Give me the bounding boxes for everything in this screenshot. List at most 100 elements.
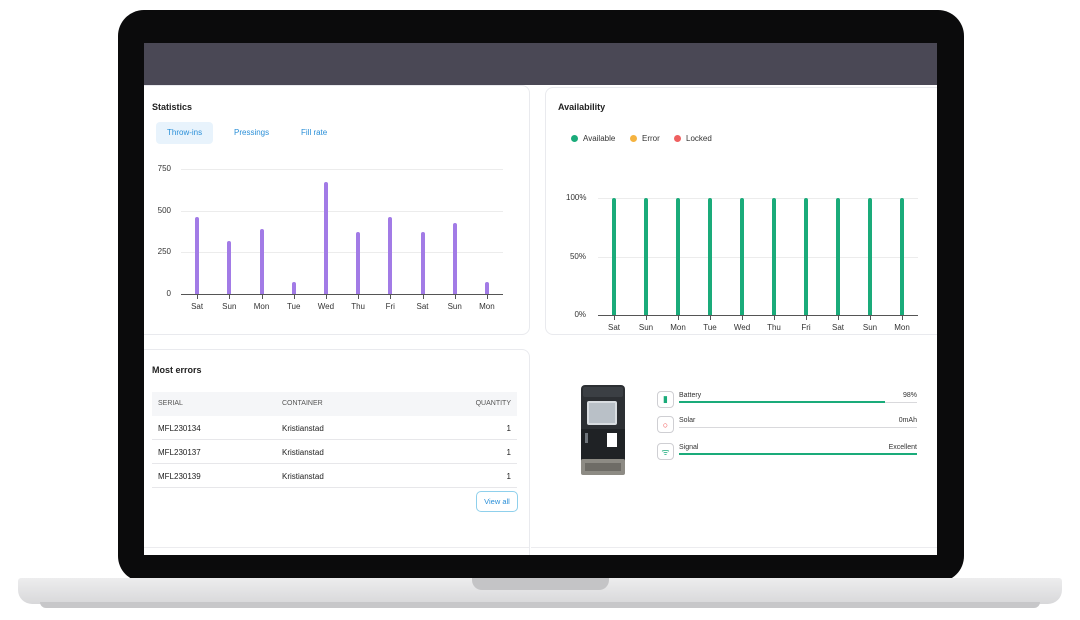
- table-row[interactable]: MFL230134 Kristianstad 1: [152, 416, 517, 440]
- x-tick-label: Tue: [286, 302, 301, 311]
- laptop-base-shadow: [40, 602, 1040, 608]
- cell-container: Kristianstad: [282, 472, 324, 481]
- view-all-button[interactable]: View all: [476, 491, 518, 512]
- cell-quantity: 1: [506, 448, 511, 457]
- top-bar: [144, 43, 937, 85]
- legend-locked: Locked: [674, 134, 712, 143]
- statistics-title: Statistics: [152, 102, 193, 112]
- x-tick-mark: [358, 295, 360, 299]
- bottom-divider-left: [144, 547, 529, 555]
- x-tick-mark: [838, 316, 839, 320]
- tab-throw-ins[interactable]: Throw-ins: [156, 122, 214, 144]
- legend-error: Error: [630, 134, 660, 143]
- column-quantity: QUANTITY: [475, 400, 511, 407]
- bar: [612, 198, 616, 315]
- x-tick-label: Sat: [831, 323, 844, 332]
- x-tick-label: Wed: [733, 323, 751, 332]
- x-tick-label: Sun: [638, 323, 654, 332]
- signal-fill: [679, 453, 917, 455]
- solar-track: [679, 427, 917, 428]
- x-tick-label: Mon: [253, 302, 270, 311]
- x-tick-mark: [774, 316, 775, 320]
- bar: [227, 240, 232, 294]
- legend-label-error: Error: [642, 134, 660, 143]
- x-tick-mark: [261, 295, 263, 299]
- legend-available: Available: [571, 134, 615, 143]
- x-tick-mark: [293, 295, 295, 299]
- cell-serial: MFL230137: [158, 448, 201, 457]
- x-tick-label: Mon: [894, 323, 910, 332]
- availability-title: Availability: [558, 102, 606, 112]
- bar: [259, 229, 264, 294]
- statistics-card: Statistics Throw-ins Pressings Fill rate…: [144, 85, 530, 335]
- x-tick-mark: [646, 316, 647, 320]
- cell-quantity: 1: [506, 472, 511, 481]
- x-tick-label: Thu: [351, 302, 365, 311]
- legend-dot-error: [630, 135, 637, 142]
- tab-fill-rate[interactable]: Fill rate: [301, 128, 328, 137]
- solar-value: 0mAh: [898, 417, 917, 424]
- bar: [323, 182, 328, 294]
- cell-serial: MFL230139: [158, 472, 201, 481]
- bar: [804, 198, 808, 315]
- column-container: CONTAINER: [282, 400, 323, 407]
- battery-fill: [679, 401, 885, 403]
- table-row[interactable]: MFL230137 Kristianstad 1: [152, 440, 517, 464]
- x-tick-mark: [454, 295, 456, 299]
- battery-value: 98%: [902, 392, 917, 399]
- laptop-notch: [472, 578, 609, 590]
- legend-dot-locked: [674, 135, 681, 142]
- table-row[interactable]: MFL230139 Kristianstad 1: [152, 464, 517, 488]
- cell-container: Kristianstad: [282, 424, 324, 433]
- x-tick-mark: [486, 295, 488, 299]
- y-tick-label: 0: [166, 289, 171, 298]
- battery-status: ▮ Battery 98%: [657, 391, 917, 409]
- x-tick-mark: [870, 316, 871, 320]
- gridline: [181, 169, 503, 170]
- y-tick-label: 100%: [566, 193, 587, 202]
- bar: [420, 231, 425, 294]
- x-tick-mark: [710, 316, 711, 320]
- x-tick-label: Mon: [670, 323, 686, 332]
- solar-status: ○ Solar 0mAh: [657, 416, 917, 434]
- bar: [836, 198, 840, 315]
- x-tick-mark: [325, 295, 327, 299]
- signal-value: Excellent: [888, 444, 917, 451]
- bar: [291, 282, 296, 294]
- solar-label: Solar: [679, 417, 696, 424]
- column-serial: SERIAL: [158, 400, 183, 407]
- bar: [484, 282, 489, 294]
- bar: [708, 198, 712, 315]
- gridline: [181, 210, 503, 212]
- signal-status: ᯤ Signal Excellent: [657, 443, 917, 461]
- x-tick-mark: [678, 316, 679, 320]
- x-tick-label: Mon: [479, 302, 495, 311]
- x-axis: [598, 315, 918, 316]
- x-tick-mark: [614, 316, 615, 320]
- tab-pressings[interactable]: Pressings: [234, 128, 270, 137]
- gridline: [598, 198, 918, 199]
- x-tick-label: Tue: [703, 323, 717, 332]
- x-tick-mark: [902, 316, 903, 320]
- y-tick-label: 250: [157, 247, 171, 257]
- legend-label-available: Available: [583, 134, 616, 143]
- most-errors-card: Most errors SERIAL CONTAINER QUANTITY MF…: [144, 349, 530, 555]
- bar: [868, 198, 872, 315]
- cell-serial: MFL230134: [158, 424, 201, 433]
- x-tick-mark: [742, 316, 743, 320]
- battery-label: Battery: [679, 392, 702, 399]
- cell-container: Kristianstad: [282, 448, 324, 457]
- bar: [452, 223, 457, 294]
- bar: [740, 198, 744, 315]
- battery-track: [679, 401, 917, 403]
- compactor-device-image: [581, 385, 625, 475]
- bar: [388, 217, 393, 294]
- bar: [195, 217, 200, 294]
- bar: [772, 198, 776, 315]
- x-tick-mark: [229, 295, 231, 299]
- bottom-divider-right: [531, 547, 937, 555]
- x-tick-label: Sat: [607, 323, 620, 332]
- table-header: SERIAL CONTAINER QUANTITY: [152, 392, 517, 416]
- availability-card: Availability Available Error Locked 0% 50…: [545, 87, 937, 335]
- most-errors-title: Most errors: [152, 365, 202, 375]
